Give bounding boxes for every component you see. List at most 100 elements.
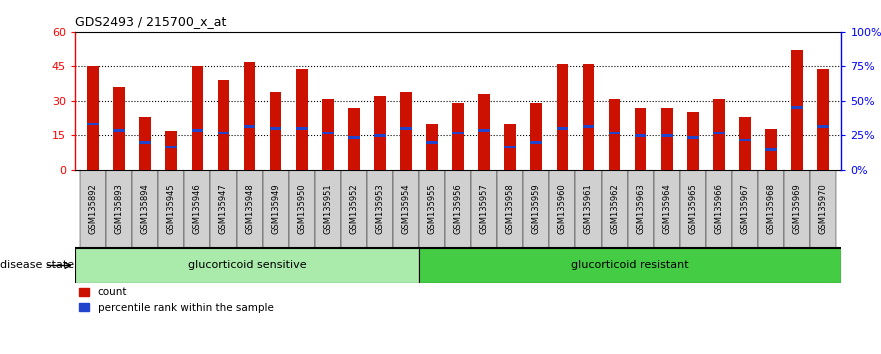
Text: GSM135948: GSM135948 (245, 183, 254, 234)
Bar (80, 170, 107, 248)
Bar (791, 50, 803, 170)
Bar (661, 108, 672, 170)
Bar (497, 170, 523, 248)
Bar (289, 170, 315, 248)
Bar (765, 129, 777, 170)
Text: GSM135958: GSM135958 (506, 183, 515, 234)
Bar (557, 127, 568, 130)
Bar (315, 170, 341, 248)
Bar (452, 132, 464, 135)
Bar (270, 92, 282, 170)
Text: GSM135966: GSM135966 (714, 183, 723, 234)
Bar (366, 170, 393, 248)
Bar (739, 139, 751, 141)
Text: GSM135945: GSM135945 (167, 183, 176, 234)
Bar (654, 170, 680, 248)
Text: GSM135951: GSM135951 (323, 183, 332, 234)
Bar (680, 170, 706, 248)
Bar (530, 103, 542, 170)
Bar (784, 170, 810, 248)
Bar (139, 141, 152, 144)
Text: GSM135946: GSM135946 (193, 183, 202, 234)
Text: GSM135960: GSM135960 (558, 183, 566, 234)
Text: GSM135970: GSM135970 (818, 183, 827, 234)
Bar (791, 107, 803, 109)
Bar (191, 130, 204, 132)
Text: glucorticoid sensitive: glucorticoid sensitive (188, 261, 307, 270)
Bar (478, 94, 490, 170)
Bar (765, 148, 777, 150)
Bar (218, 80, 229, 170)
Bar (374, 134, 386, 137)
Bar (159, 170, 184, 248)
Bar (114, 87, 125, 170)
Bar (445, 170, 471, 248)
Bar (166, 145, 177, 148)
Bar (132, 170, 159, 248)
Text: GSM135956: GSM135956 (454, 183, 463, 234)
Bar (687, 113, 699, 170)
Bar (557, 64, 568, 170)
Bar (739, 117, 751, 170)
Bar (114, 130, 125, 132)
Bar (713, 132, 725, 135)
Bar (582, 125, 595, 127)
Text: GSM135892: GSM135892 (89, 183, 98, 234)
Bar (322, 98, 334, 170)
Bar (634, 108, 647, 170)
Bar (218, 132, 229, 135)
Bar (348, 108, 359, 170)
Text: GSM135949: GSM135949 (271, 183, 280, 234)
Bar (634, 134, 647, 137)
Bar (374, 96, 386, 170)
Text: GSM135953: GSM135953 (375, 183, 384, 234)
Text: GSM135952: GSM135952 (350, 183, 359, 234)
Text: GSM135957: GSM135957 (479, 183, 489, 234)
Bar (575, 170, 602, 248)
Bar (810, 170, 836, 248)
Bar (348, 136, 359, 139)
Bar (609, 98, 620, 170)
Bar (452, 103, 464, 170)
Bar (296, 127, 307, 130)
Bar (713, 98, 725, 170)
Bar (530, 141, 542, 144)
Bar (211, 170, 236, 248)
Text: GSM135954: GSM135954 (402, 183, 411, 234)
Bar (400, 92, 411, 170)
Bar (296, 69, 307, 170)
Bar (609, 132, 620, 135)
Bar (687, 136, 699, 139)
Legend: count, percentile rank within the sample: count, percentile rank within the sample (75, 283, 278, 317)
Bar (270, 127, 282, 130)
Bar (236, 170, 263, 248)
Text: GSM135964: GSM135964 (663, 183, 671, 234)
Text: GSM135969: GSM135969 (793, 183, 802, 234)
Text: GSM135965: GSM135965 (688, 183, 697, 234)
Text: GSM135961: GSM135961 (584, 183, 593, 234)
Bar (263, 170, 289, 248)
Bar (818, 69, 829, 170)
Bar (426, 141, 438, 144)
Bar (426, 124, 438, 170)
Text: GSM135893: GSM135893 (115, 183, 123, 234)
Bar (87, 67, 99, 170)
Text: GSM135962: GSM135962 (610, 183, 619, 234)
Text: GSM135968: GSM135968 (766, 183, 775, 234)
Bar (87, 122, 99, 125)
Bar (627, 170, 654, 248)
Bar (523, 170, 550, 248)
Bar (244, 62, 255, 170)
Bar (107, 170, 132, 248)
Bar (139, 117, 152, 170)
Text: glucorticoid resistant: glucorticoid resistant (572, 261, 689, 270)
Text: GSM135894: GSM135894 (141, 183, 150, 234)
Text: disease state: disease state (0, 261, 74, 270)
Bar (322, 132, 334, 135)
Text: GSM135963: GSM135963 (636, 183, 645, 234)
Bar (341, 170, 366, 248)
Bar (505, 124, 516, 170)
Bar (419, 248, 841, 283)
Bar (818, 125, 829, 127)
Text: GSM135959: GSM135959 (532, 183, 541, 234)
